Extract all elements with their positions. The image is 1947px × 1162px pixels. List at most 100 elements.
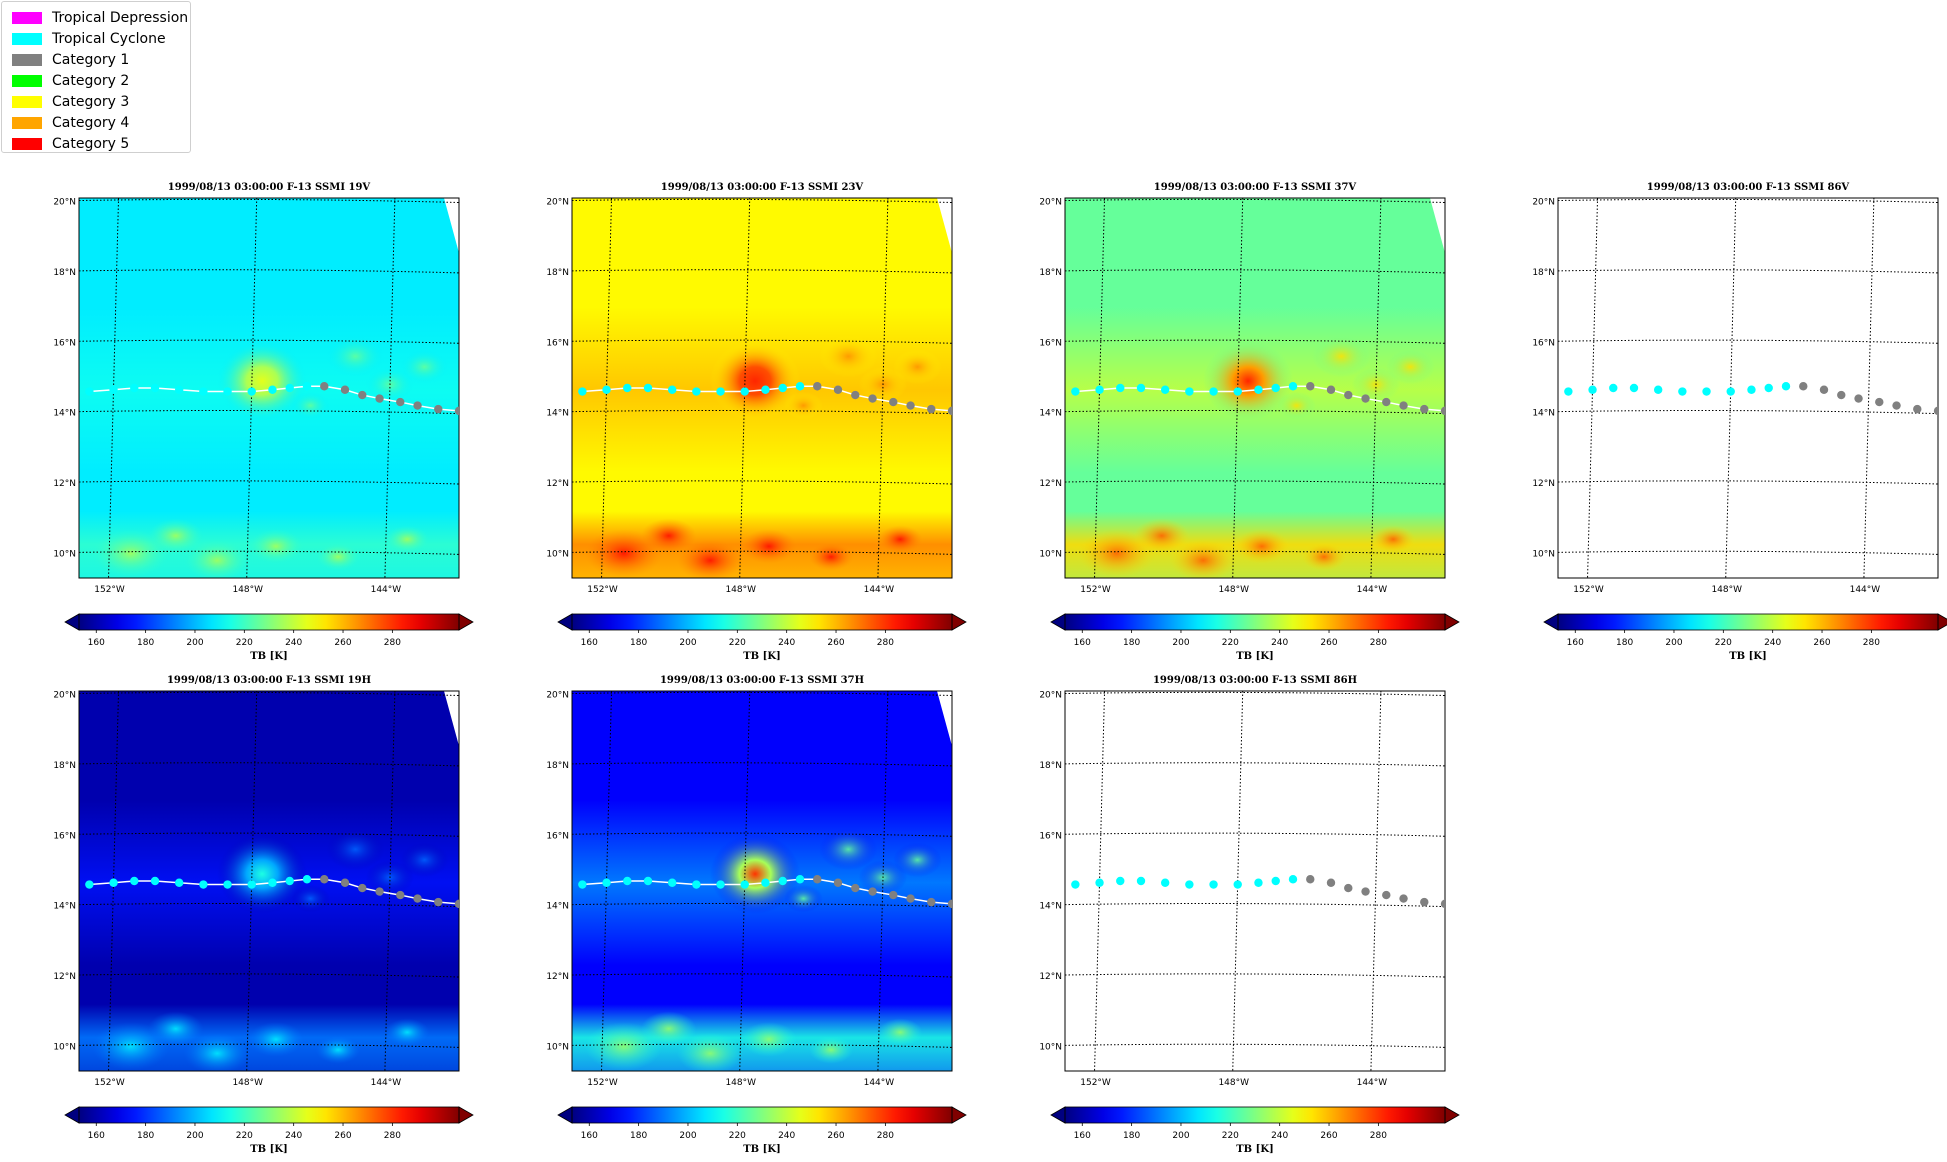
colorbar-tick-label: 220 <box>729 1131 746 1141</box>
southern-convection <box>385 525 430 554</box>
parallel-line <box>79 480 459 485</box>
southern-convection <box>741 1022 797 1057</box>
colorbar-tick-label: 260 <box>1320 1131 1337 1141</box>
parallel-line <box>572 691 952 697</box>
track-point <box>761 878 770 887</box>
lat-tick-label: 20°N <box>1039 198 1062 208</box>
storm-core <box>217 340 308 421</box>
map-panel-19v: 1999/08/13 03:00:00 F-13 SSMI 19V 20°N 18°… <box>53 182 474 662</box>
track-point <box>740 880 749 889</box>
track-point <box>1071 880 1080 889</box>
track-point <box>1233 387 1242 396</box>
lon-tick-label: 148°W <box>232 1078 263 1088</box>
colorbar: 160 180 200 220 240 260 280 TB [K] <box>1050 613 1460 662</box>
track-point <box>906 401 915 410</box>
track-point <box>1875 397 1884 407</box>
parallel-line <box>1065 550 1445 555</box>
lat-tick-label: 12°N <box>1039 972 1062 982</box>
legend-item: Tropical Cyclone <box>12 30 166 48</box>
lat-tick-label: 20°N <box>1039 691 1062 701</box>
track-point <box>302 382 312 391</box>
lat-tick-label: 12°N <box>546 479 569 489</box>
colorbar-tick-label: 200 <box>186 1131 203 1141</box>
track-point <box>692 880 701 889</box>
legend-item: Category 1 <box>12 51 129 69</box>
parallel-line <box>572 762 952 767</box>
southern-convection <box>315 543 361 571</box>
track-point <box>1747 385 1756 394</box>
legend-swatch <box>12 138 42 150</box>
colorbar-extend-min <box>1050 1106 1066 1124</box>
track-point <box>174 878 184 887</box>
lat-tick-label: 12°N <box>53 972 76 982</box>
track-point <box>1629 383 1639 393</box>
track-point <box>1764 383 1773 393</box>
panel-frame <box>571 197 953 579</box>
missing-data-wedge <box>1430 198 1445 253</box>
parallel-line <box>572 480 952 485</box>
lat-tick-label: 16°N <box>546 338 569 348</box>
track-point <box>247 880 256 889</box>
rainband <box>400 349 449 385</box>
colorbar-tick-label: 160 <box>581 1131 598 1141</box>
track-point <box>268 878 277 887</box>
track-point <box>1136 383 1146 393</box>
rainband <box>326 828 385 871</box>
track-point <box>778 876 787 886</box>
track-point <box>833 385 843 394</box>
track-point <box>1271 876 1280 886</box>
legend-label: Category 4 <box>52 115 130 131</box>
southern-convection <box>315 1036 361 1064</box>
colorbar-tick-label: 280 <box>1370 1131 1387 1141</box>
southern-convection <box>1170 539 1237 578</box>
track-point <box>778 383 787 393</box>
track-point <box>130 383 139 393</box>
colorbar-tick-label: 180 <box>1123 1131 1140 1141</box>
track-point <box>1726 387 1735 396</box>
parallel-line <box>572 550 952 555</box>
rainband <box>1312 335 1371 378</box>
southern-convection <box>641 518 697 554</box>
lat-tick-label: 12°N <box>1532 479 1555 489</box>
lat-tick-label: 10°N <box>53 1042 76 1052</box>
track-point <box>1799 382 1808 391</box>
track-point <box>692 387 701 396</box>
track-point <box>1071 387 1080 396</box>
colorbar-gradient <box>1558 614 1938 630</box>
lat-tick-label: 18°N <box>1039 761 1062 771</box>
panel-title: 1999/08/13 03:00:00 F-13 SSMI 19H <box>167 675 371 686</box>
rainband <box>819 828 878 871</box>
track-point <box>1233 880 1242 889</box>
colorbar-gradient <box>79 614 459 630</box>
colorbar-tick-label: 200 <box>186 638 203 648</box>
lat-tick-label: 10°N <box>546 1042 569 1052</box>
southern-convection <box>184 1032 251 1071</box>
legend-swatch <box>12 75 42 87</box>
track-point <box>1564 387 1573 396</box>
colorbar-tick-label: 240 <box>285 1131 302 1141</box>
track-point <box>795 382 805 391</box>
track-point <box>1420 897 1429 907</box>
lon-tick-label: 148°W <box>232 585 263 595</box>
parallel-line <box>1065 832 1445 837</box>
track-point <box>1819 385 1829 394</box>
track-point <box>199 387 208 396</box>
colorbar-gradient <box>1065 1107 1445 1123</box>
lat-tick-label: 18°N <box>53 268 76 278</box>
lat-tick-label: 14°N <box>53 409 76 419</box>
lon-tick-label: 152°W <box>1080 585 1111 595</box>
colorbar-tick-label: 160 <box>88 1131 105 1141</box>
colorbar-tick-label: 180 <box>630 638 647 648</box>
parallel-line <box>79 550 459 555</box>
lat-tick-label: 16°N <box>53 338 76 348</box>
track-point <box>1382 890 1391 900</box>
parallel-line <box>1558 480 1938 485</box>
track-point <box>1185 387 1194 396</box>
track-point <box>1116 383 1125 393</box>
storm-core <box>710 340 801 421</box>
track-point <box>947 899 952 909</box>
track-point <box>1588 385 1597 394</box>
lat-tick-label: 14°N <box>53 902 76 912</box>
southern-convection <box>1134 518 1190 554</box>
